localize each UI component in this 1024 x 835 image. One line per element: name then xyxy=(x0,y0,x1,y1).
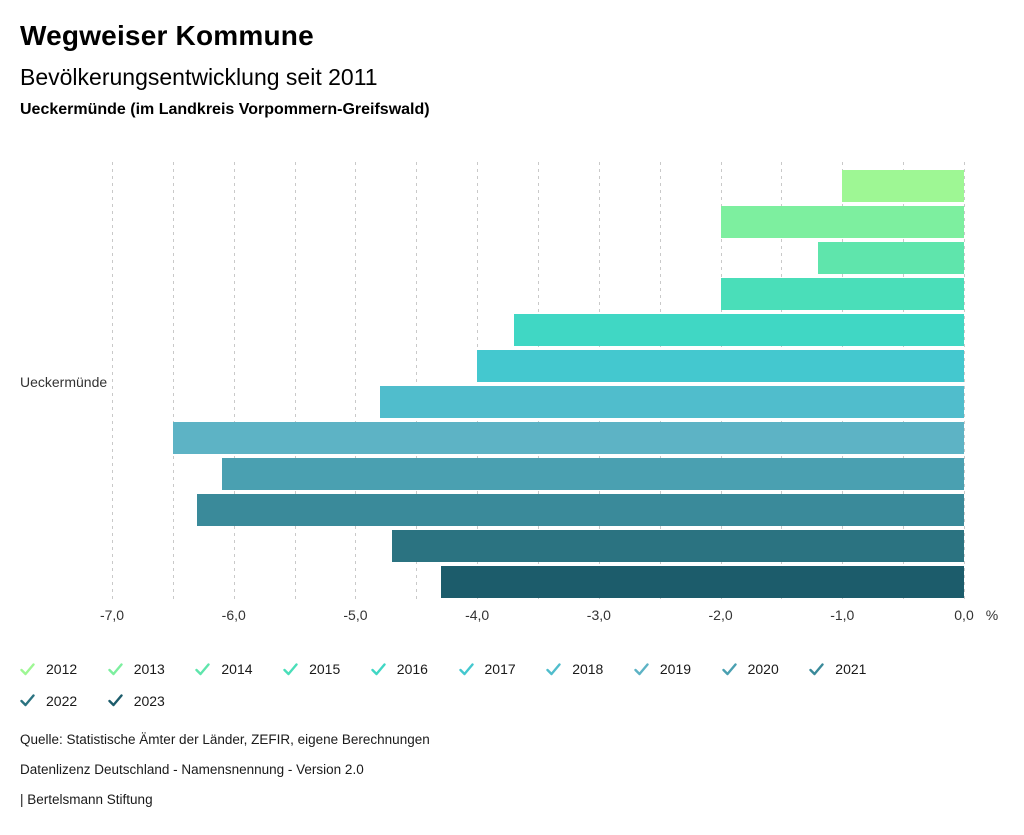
legend-year-label: 2022 xyxy=(46,692,78,709)
legend-year-label: 2018 xyxy=(572,661,604,677)
legend-item-2023[interactable]: 2023 xyxy=(107,692,165,709)
gridline xyxy=(355,162,357,600)
checkmark-icon xyxy=(458,662,474,675)
legend-year-label: 2015 xyxy=(309,661,341,677)
x-tick-label: -3,0 xyxy=(586,607,611,623)
checkmark-icon xyxy=(546,662,561,675)
bar-2023[interactable] xyxy=(440,566,964,598)
legend-item-2015[interactable]: 2015 xyxy=(283,661,340,677)
checkmark-icon xyxy=(809,662,824,675)
bar-2021[interactable] xyxy=(197,494,964,526)
legend-item-2013[interactable]: 2013 xyxy=(107,661,165,677)
bar-2017[interactable] xyxy=(477,350,964,382)
bar-2012[interactable] xyxy=(842,170,964,202)
legend-item-2016[interactable]: 2016 xyxy=(371,661,428,677)
legend-item-2012[interactable]: 2012 xyxy=(20,661,77,677)
gridline xyxy=(294,162,296,600)
x-tick-label: -2,0 xyxy=(708,607,733,623)
gridline xyxy=(964,162,965,600)
legend-item-2019[interactable]: 2019 xyxy=(634,661,691,677)
x-tick-label: -7,0 xyxy=(99,607,125,623)
checkmark-icon xyxy=(20,694,35,707)
footer-attribution: | Bertelsmann Stiftung xyxy=(20,792,153,807)
legend-year-label: 2021 xyxy=(835,661,867,677)
checkmark-icon xyxy=(20,662,35,675)
checkmark-icon xyxy=(107,662,123,675)
legend-year-label: 2016 xyxy=(396,661,428,677)
legend-year-label: 2012 xyxy=(46,661,78,677)
legend-item-2021[interactable]: 2021 xyxy=(809,661,866,677)
legend-year-label: 2013 xyxy=(133,661,165,677)
gridline xyxy=(233,162,235,600)
checkmark-icon xyxy=(721,662,737,675)
legend-year-label: 2017 xyxy=(484,661,516,677)
legend-item-2018[interactable]: 2018 xyxy=(546,661,603,677)
bar-2013[interactable] xyxy=(720,206,964,238)
footer-source: Quelle: Statistische Ämter der Länder, Z… xyxy=(20,732,430,747)
checkmark-icon xyxy=(195,662,211,675)
bar-2018[interactable] xyxy=(379,386,964,418)
y-category-label: Ueckermünde xyxy=(20,374,108,390)
chart-title: Bevölkerungsentwicklung seit 2011 xyxy=(20,64,378,90)
bar-2016[interactable] xyxy=(513,314,964,346)
legend-year-label: 2023 xyxy=(133,692,165,709)
bar-2020[interactable] xyxy=(221,458,964,490)
page-title: Wegweiser Kommune xyxy=(20,20,314,51)
checkmark-icon xyxy=(371,662,386,675)
legend-item-2020[interactable]: 2020 xyxy=(721,661,779,677)
footer-license: Datenlizenz Deutschland - Namensnennung … xyxy=(20,762,364,777)
bar-2019[interactable] xyxy=(172,422,964,454)
bar-2015[interactable] xyxy=(720,278,964,310)
legend-item-2022[interactable]: 2022 xyxy=(20,693,77,709)
legend-item-2017[interactable]: 2017 xyxy=(458,661,516,677)
x-tick-label: 0,0 xyxy=(954,607,974,623)
x-tick-label: -5,0 xyxy=(343,607,368,623)
gridline xyxy=(112,162,114,600)
gridline xyxy=(416,162,418,600)
x-tick-label: -1,0 xyxy=(830,607,855,623)
x-tick-label: -4,0 xyxy=(465,607,490,623)
legend-year-label: 2020 xyxy=(747,661,779,677)
checkmark-icon xyxy=(634,662,649,675)
region-subtitle: Ueckermünde (im Landkreis Vorpommern-Gre… xyxy=(20,101,430,118)
legend-year-label: 2014 xyxy=(221,661,253,677)
x-tick-label: -6,0 xyxy=(221,607,246,623)
legend-item-2014[interactable]: 2014 xyxy=(195,661,253,677)
bar-2022[interactable] xyxy=(391,530,964,562)
checkmark-icon xyxy=(107,694,123,707)
legend-year-label: 2019 xyxy=(659,661,692,677)
checkmark-icon xyxy=(283,662,298,675)
bar-2014[interactable] xyxy=(817,242,964,274)
x-axis-unit-label: % xyxy=(985,607,999,623)
gridline xyxy=(172,162,174,600)
